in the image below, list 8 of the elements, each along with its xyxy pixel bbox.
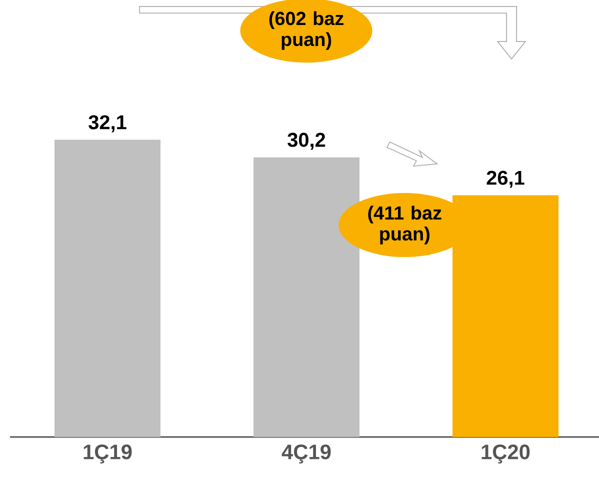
x-tick-label: 4Ç19 bbox=[282, 444, 331, 464]
data-label: 30,2 bbox=[288, 132, 326, 150]
data-label: 26,1 bbox=[486, 170, 524, 188]
x-tick-label: 1Ç20 bbox=[482, 444, 530, 464]
x-tick-label: 1Ç19 bbox=[84, 444, 132, 464]
text: (602 baz puan) bbox=[269, 11, 344, 50]
annotation: (411 baz puan) bbox=[368, 206, 442, 244]
data-label: 32,1 bbox=[88, 115, 126, 132]
